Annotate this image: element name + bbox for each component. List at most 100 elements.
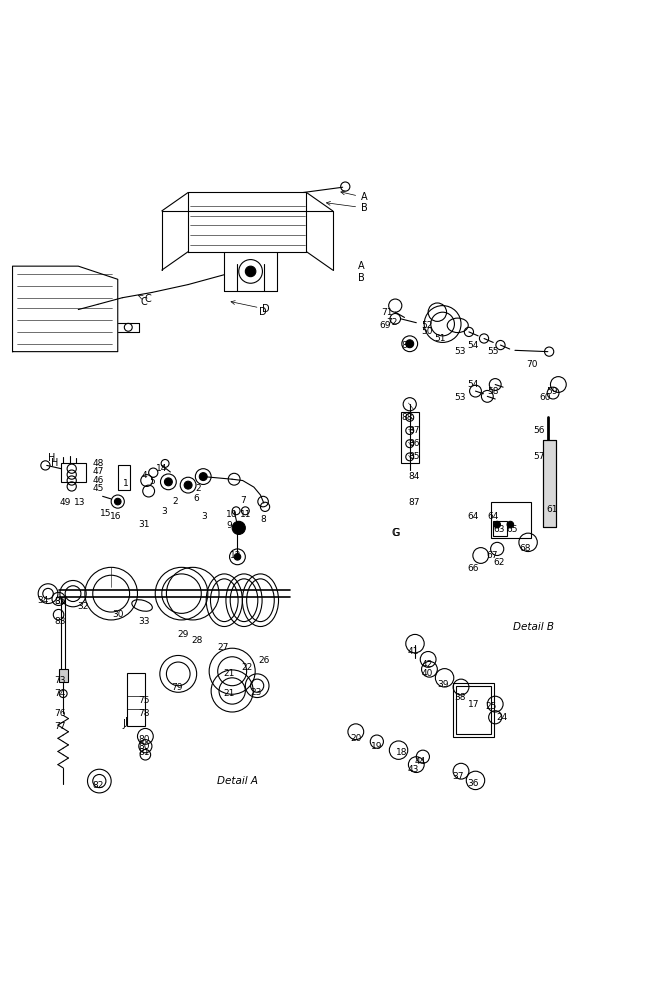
Circle shape [184, 481, 192, 489]
Text: 82: 82 [92, 781, 103, 790]
Text: 33: 33 [138, 617, 150, 626]
Text: 55: 55 [487, 347, 498, 356]
Text: 65: 65 [507, 525, 518, 534]
Text: 81: 81 [138, 748, 150, 757]
Text: 37: 37 [452, 772, 463, 781]
Text: 15: 15 [100, 509, 111, 518]
Text: H: H [51, 458, 58, 468]
Text: 86: 86 [408, 440, 419, 448]
Text: B: B [326, 201, 368, 213]
Text: 50: 50 [421, 328, 432, 337]
Text: 17: 17 [469, 700, 480, 709]
Text: 3: 3 [202, 512, 208, 521]
Circle shape [165, 478, 173, 486]
Text: 22: 22 [242, 662, 253, 672]
Text: 78: 78 [138, 709, 150, 718]
Text: 84: 84 [408, 472, 419, 481]
Text: 68: 68 [520, 544, 531, 553]
Text: 87: 87 [408, 498, 419, 508]
Text: 54: 54 [467, 380, 478, 389]
Bar [59, 669, 68, 682]
Text: 12: 12 [231, 551, 242, 560]
Text: 21: 21 [224, 689, 235, 698]
Text: 1: 1 [123, 478, 129, 488]
Text: 64: 64 [487, 512, 498, 521]
Text: 59: 59 [546, 387, 558, 396]
Text: G: G [391, 528, 399, 539]
Text: 88: 88 [401, 413, 413, 422]
Circle shape [232, 522, 245, 535]
Text: 63: 63 [494, 525, 505, 534]
Text: A: A [341, 191, 368, 202]
Text: 31: 31 [138, 520, 150, 529]
Circle shape [199, 472, 207, 480]
Bar [542, 440, 556, 527]
Text: 32: 32 [77, 602, 88, 611]
Text: 5: 5 [149, 477, 155, 486]
Text: 11: 11 [240, 510, 251, 519]
Text: H: H [48, 453, 55, 463]
Text: 21: 21 [224, 669, 235, 678]
Text: 80: 80 [138, 736, 150, 744]
Text: 42: 42 [421, 660, 432, 669]
Text: 28: 28 [191, 637, 202, 645]
Text: 23: 23 [250, 688, 262, 697]
Text: 10: 10 [227, 510, 238, 519]
Text: 57: 57 [533, 452, 544, 461]
Text: 87: 87 [408, 426, 419, 435]
Text: 20: 20 [350, 734, 362, 742]
Text: 77: 77 [54, 722, 66, 731]
Text: D: D [231, 301, 270, 314]
Circle shape [494, 522, 500, 528]
Text: 46: 46 [92, 476, 103, 485]
Bar [453, 683, 494, 737]
Text: 36: 36 [467, 778, 478, 787]
Text: 34: 34 [38, 596, 49, 605]
Text: 6: 6 [194, 494, 200, 503]
Text: 19: 19 [371, 742, 383, 750]
Text: C: C [138, 294, 151, 304]
Text: 74: 74 [54, 689, 65, 698]
Text: 3: 3 [161, 507, 167, 516]
Text: 71: 71 [382, 308, 393, 317]
Text: 14: 14 [156, 464, 167, 473]
Text: Detail B: Detail B [513, 622, 554, 632]
Text: D: D [258, 307, 266, 317]
Text: 2: 2 [172, 497, 178, 506]
Text: G: G [393, 528, 400, 539]
Text: 80: 80 [138, 742, 150, 750]
Text: A: A [358, 261, 364, 271]
Text: 81: 81 [54, 597, 66, 606]
Text: 38: 38 [454, 693, 465, 702]
Circle shape [406, 340, 414, 347]
Text: 25: 25 [485, 702, 496, 711]
Circle shape [115, 498, 121, 505]
Text: 58: 58 [487, 387, 498, 396]
Circle shape [234, 553, 241, 560]
Bar [542, 440, 556, 527]
Bar [127, 672, 146, 727]
Text: 73: 73 [54, 676, 66, 685]
Text: 88: 88 [401, 341, 413, 349]
Text: 62: 62 [494, 557, 505, 566]
Text: 64: 64 [467, 512, 478, 521]
Bar [118, 464, 130, 490]
Text: 67: 67 [487, 551, 498, 560]
Text: 13: 13 [74, 498, 86, 508]
Text: 83: 83 [54, 617, 66, 626]
Text: 2: 2 [195, 484, 201, 493]
Text: 76: 76 [54, 709, 66, 718]
Text: 18: 18 [396, 748, 407, 757]
Text: Detail A: Detail A [217, 776, 258, 786]
Text: 40: 40 [421, 669, 432, 678]
Text: 24: 24 [496, 713, 507, 722]
Circle shape [245, 266, 256, 276]
Text: 8: 8 [261, 516, 267, 525]
Text: 29: 29 [178, 630, 189, 639]
Text: 66: 66 [467, 564, 478, 573]
Text: 51: 51 [434, 334, 445, 343]
Text: 4: 4 [141, 471, 147, 480]
Text: 79: 79 [171, 682, 183, 692]
Text: 69: 69 [380, 321, 391, 330]
Text: 48: 48 [92, 459, 103, 468]
